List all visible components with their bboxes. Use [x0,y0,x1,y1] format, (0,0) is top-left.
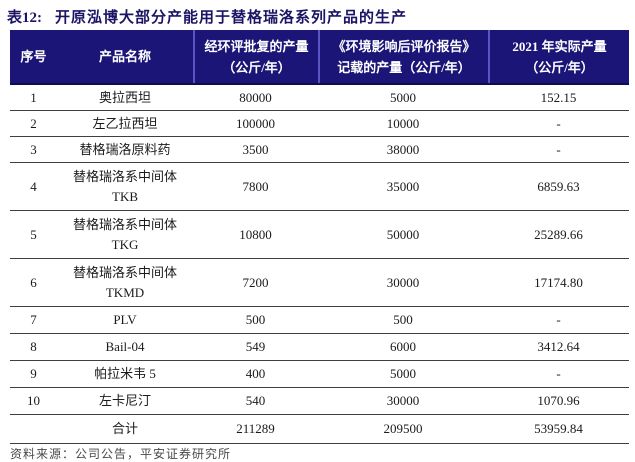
cell-product-name: 左乙拉西坦 [92,115,158,131]
cell-no: 9 [30,366,37,381]
cell-no: 7 [30,312,37,327]
table-header-row: 序号 产品名称 经环评批复的产量 （公斤/年） 《环境影响后评价报告》 记载的产… [10,30,629,85]
cell-report: 38000 [386,141,420,157]
cell-product-name: 替格瑞洛原料药 [79,141,171,157]
cell-product-name: 替格瑞洛系中间体 TKG [72,216,177,252]
cell-product-name: 左卡尼汀 [98,393,151,408]
header-cell-product-name: 产品名称 [98,49,151,64]
cell-no: 8 [30,339,37,354]
cell-actual: - [556,366,561,381]
cell-actual: - [556,115,561,131]
cell-actual: 1070.96 [537,393,580,408]
cell-report: 50000 [386,226,420,242]
header-cell-report-output: 《环境影响后评价报告》 记载的产量（公斤/年） [318,30,488,83]
cell-no: 10 [27,393,40,408]
table-row: 9 帕拉米韦 5 400 5000 - [10,361,629,388]
header-cell-no: 序号 [20,49,47,64]
cell-actual: 6859.63 [537,178,580,194]
total-row: 合计 211289 209500 53959.84 [10,415,629,444]
cell-approved: 100000 [236,115,275,131]
cell-product-name: 替格瑞洛系中间体 TKB [72,168,177,204]
cell-report: 35000 [386,178,420,194]
cell-no: 1 [30,89,37,105]
table-row: 2 左乙拉西坦 100000 10000 - [10,111,629,137]
cell-report: 30000 [386,393,420,408]
cell-approved: 3500 [242,141,269,157]
table-number-label: 表12: [7,10,42,26]
cell-actual: 17174.80 [534,274,583,290]
cell-no: 3 [30,141,37,157]
cell-no: 5 [30,226,37,242]
cell-approved: 7800 [242,178,269,194]
cell-approved: 7200 [242,274,269,290]
cell-report: 5000 [390,366,416,381]
table-row: 6 替格瑞洛系中间体 TKMD 7200 30000 17174.80 [10,259,629,307]
cell-no [10,415,57,443]
cell-approved: 500 [245,312,266,327]
table-title-text: 开原泓博大部分产能用于替格瑞洛系列产品的生产 [55,10,408,26]
cell-total-label: 合计 [111,421,138,436]
cell-product-name: PLV [113,312,137,327]
cell-approved-total: 211289 [236,421,275,436]
page-title: 表12: 开原泓博大部分产能用于替格瑞洛系列产品的生产 [7,6,407,27]
production-table: 序号 产品名称 经环评批复的产量 （公斤/年） 《环境影响后评价报告》 记载的产… [10,30,629,444]
cell-approved: 400 [245,366,266,381]
table-row: 3 替格瑞洛原料药 3500 38000 - [10,137,629,163]
cell-approved: 10800 [239,226,272,242]
cell-approved: 549 [245,339,266,354]
cell-report: 30000 [386,274,420,290]
cell-no: 2 [30,115,37,131]
source-note: 资料来源：公司公告，平安证券研究所 [10,447,232,461]
cell-product-name: 帕拉米韦 5 [94,366,156,381]
cell-report: 10000 [386,115,420,131]
cell-actual-total: 53959.84 [534,421,583,436]
cell-product-name: Bail-04 [105,339,145,354]
cell-no: 6 [30,274,37,290]
cell-approved: 80000 [239,89,272,105]
cell-actual: - [556,141,561,157]
header-cell-actual-output-2021: 2021 年实际产量 （公斤/年） [488,30,629,83]
cell-report-total: 209500 [383,421,423,436]
cell-no: 4 [30,178,37,194]
table-row: 5 替格瑞洛系中间体 TKG 10800 50000 25289.66 [10,211,629,259]
table-row: 7 PLV 500 500 - [10,307,629,334]
table-row: 10 左卡尼汀 540 30000 1070.96 [10,388,629,415]
table-row: 4 替格瑞洛系中间体 TKB 7800 35000 6859.63 [10,163,629,211]
header-cell-approved-output: 经环评批复的产量 （公斤/年） [193,30,318,83]
cell-actual: 152.15 [540,89,577,105]
cell-product-name: 奥拉西坦 [98,89,151,105]
cell-report: 5000 [390,89,416,105]
cell-report: 500 [393,312,413,327]
cell-actual: 25289.66 [534,226,583,242]
cell-approved: 540 [245,393,266,408]
cell-actual: - [556,312,561,327]
table-row: 8 Bail-04 549 6000 3412.64 [10,334,629,361]
cell-actual: 3412.64 [537,339,580,354]
table-row: 1 奥拉西坦 80000 5000 152.15 [10,85,629,111]
cell-product-name: 替格瑞洛系中间体 TKMD [72,264,177,300]
cell-report: 6000 [390,339,416,354]
